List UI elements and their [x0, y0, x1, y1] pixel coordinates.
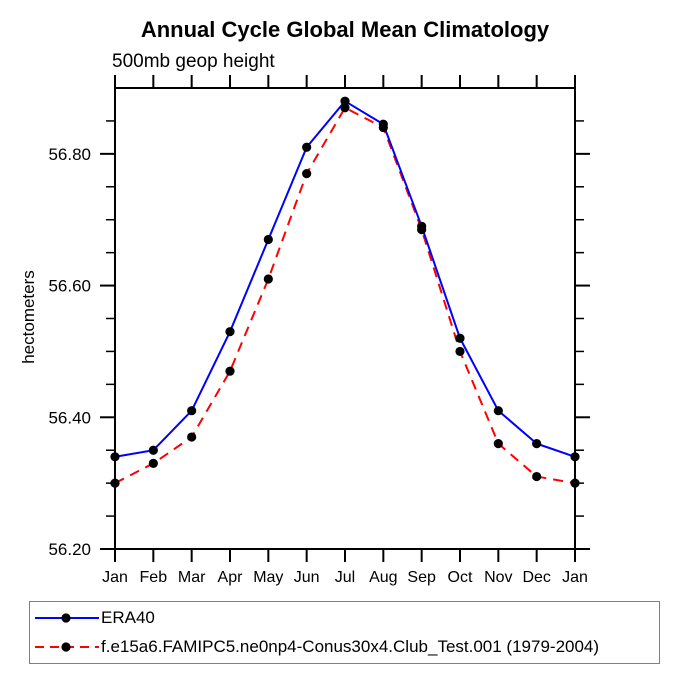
data-point-marker — [455, 346, 465, 357]
data-point-marker — [378, 122, 388, 133]
chart-title: Annual Cycle Global Mean Climatology — [140, 17, 550, 42]
data-point-marker — [148, 458, 158, 468]
x-tick-label: Jan — [102, 569, 128, 586]
legend-label-model: f.e15a6.FAMIPC5.ne0np4-Conus30x4.Club_Te… — [101, 637, 600, 656]
x-tick-label: Aug — [369, 569, 397, 586]
legend-item-model: f.e15a6.FAMIPC5.ne0np4-Conus30x4.Club_Te… — [32, 634, 659, 660]
data-point-marker — [302, 169, 312, 179]
chart-subtitle: 500mb geop height — [112, 51, 275, 72]
data-point-marker — [570, 478, 580, 488]
x-tick-label: Dec — [522, 569, 550, 586]
data-point-marker — [493, 439, 503, 449]
series-line-era40 — [114, 100, 576, 458]
data-point-marker — [187, 406, 197, 416]
y-tick-label: 56.80 — [48, 145, 91, 164]
legend-dashed-line-icon — [35, 642, 99, 652]
y-tick-label: 56.20 — [48, 540, 91, 559]
legend-item-era40: ERA40 — [32, 605, 659, 631]
data-point-marker — [225, 366, 235, 376]
data-point-marker — [493, 406, 503, 416]
data-point-marker — [148, 445, 158, 455]
data-point-marker — [110, 452, 120, 462]
legend: ERA40 f.e15a6.FAMIPC5.ne0np4-Conus30x4.C… — [29, 601, 660, 664]
x-tick-label: Jan — [562, 569, 588, 586]
data-point-marker — [455, 333, 465, 343]
data-point-marker — [340, 103, 350, 113]
x-tick-label: May — [253, 569, 283, 586]
legend-label-era40: ERA40 — [101, 608, 155, 627]
x-tick-label: Feb — [140, 569, 168, 586]
data-point-marker — [187, 432, 197, 442]
data-point-marker — [417, 224, 427, 235]
plot-area: Jan Feb Mar Apr May Jun Jul Aug Sep Oct Nov Dec Jan 5… — [48, 75, 590, 586]
x-tick-label: Jun — [294, 569, 320, 586]
data-point-marker — [225, 327, 235, 337]
x-tick-label: Apr — [218, 569, 244, 586]
x-tick-label: Mar — [178, 569, 206, 586]
data-point-marker — [263, 234, 273, 245]
data-point-marker — [340, 96, 350, 106]
data-point-marker — [110, 478, 120, 488]
x-tick-label: Oct — [448, 569, 473, 586]
data-point-marker — [532, 439, 542, 449]
data-point-marker — [570, 452, 580, 462]
data-point-marker — [302, 142, 312, 152]
x-tick-label: Sep — [407, 569, 436, 586]
series-line-model — [114, 106, 576, 485]
plot-frame — [114, 87, 576, 550]
legend-solid-line-icon — [35, 613, 99, 623]
x-tick-label: Jul — [335, 569, 355, 586]
data-point-marker — [532, 471, 542, 482]
y-tick-label: 56.60 — [48, 277, 91, 296]
x-tick-label: Nov — [484, 569, 512, 586]
data-point-marker — [263, 274, 273, 284]
y-tick-label: 56.40 — [48, 408, 91, 427]
